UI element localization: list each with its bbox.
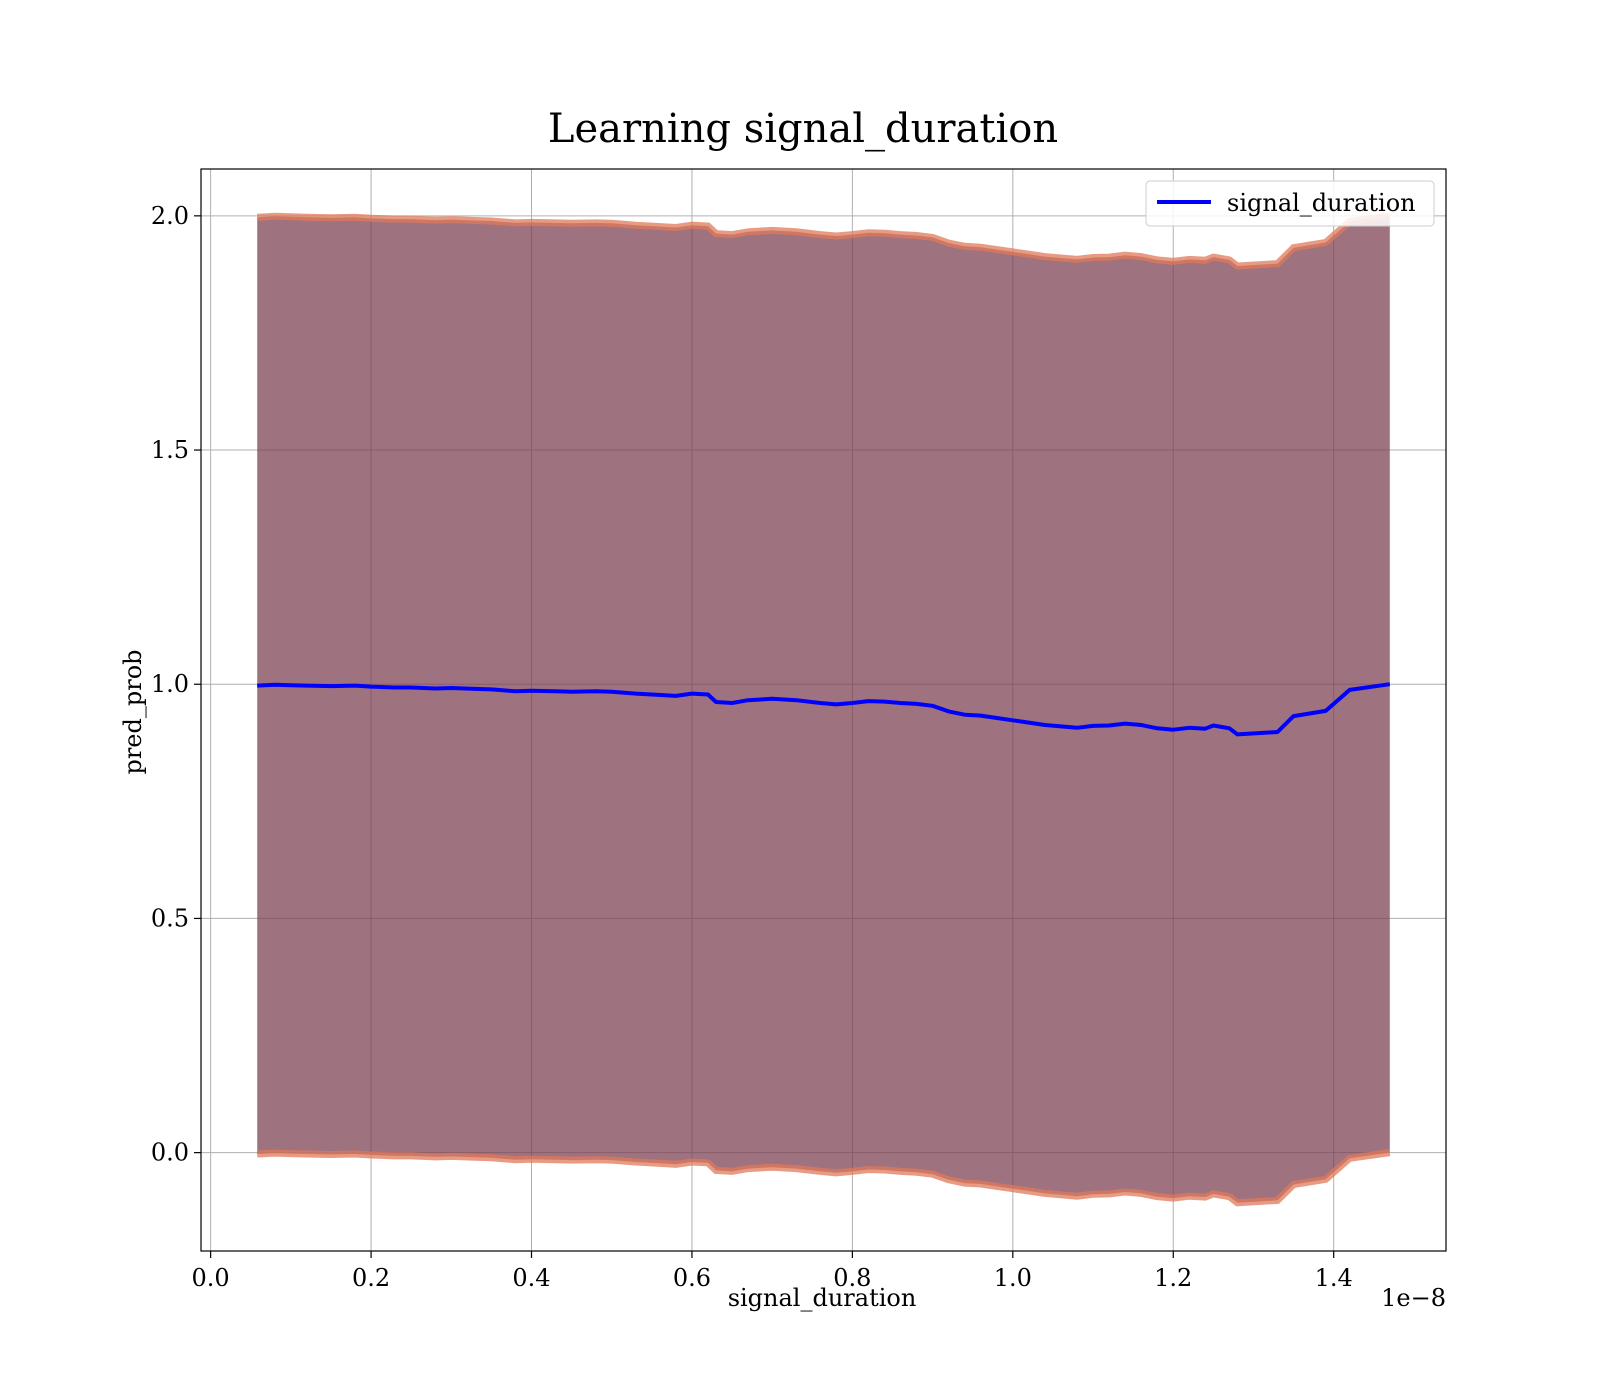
x-axis-offset-label: 1e−8 xyxy=(1381,1284,1446,1312)
y-axis-label: pred_prob xyxy=(119,649,147,774)
uncertainty-band xyxy=(257,215,1390,1203)
x-tick-label: 1.2 xyxy=(1154,1264,1192,1292)
x-tick-label: 1.4 xyxy=(1315,1264,1353,1292)
legend-box xyxy=(1145,180,1435,227)
x-tick-label: 0.6 xyxy=(673,1264,711,1292)
x-tick-label: 0.4 xyxy=(512,1264,550,1292)
y-tick-label: 2.0 xyxy=(151,202,189,230)
x-tick-label: 1.0 xyxy=(994,1264,1032,1292)
axes-frame xyxy=(200,168,1447,1252)
y-tick-label: 0.0 xyxy=(151,1139,189,1167)
plot-area: 0.0 0.2 0.4 0.6 0.8 1.0 1.2 1.4 0.0 0.5 1.0 1.5 2.0 s… xyxy=(151,168,1447,1292)
band-upper-edge xyxy=(257,212,1391,270)
y-tick-label: 1.0 xyxy=(151,670,189,698)
y-tick-label: 1.5 xyxy=(151,436,189,464)
x-tick-label: 0.2 xyxy=(352,1264,390,1292)
band-lower-edge xyxy=(257,1149,1391,1207)
series-line-signal-duration xyxy=(257,682,1391,737)
x-tick-label: 0.0 xyxy=(192,1264,230,1292)
chart-title: Learning signal_duration xyxy=(548,106,1058,152)
x-tick-label: 0.8 xyxy=(833,1264,871,1292)
x-axis-label: signal_duration xyxy=(728,1284,917,1312)
legend-label-signal-duration: signal_duration xyxy=(1227,189,1416,217)
y-tick-label: 0.5 xyxy=(151,904,189,932)
